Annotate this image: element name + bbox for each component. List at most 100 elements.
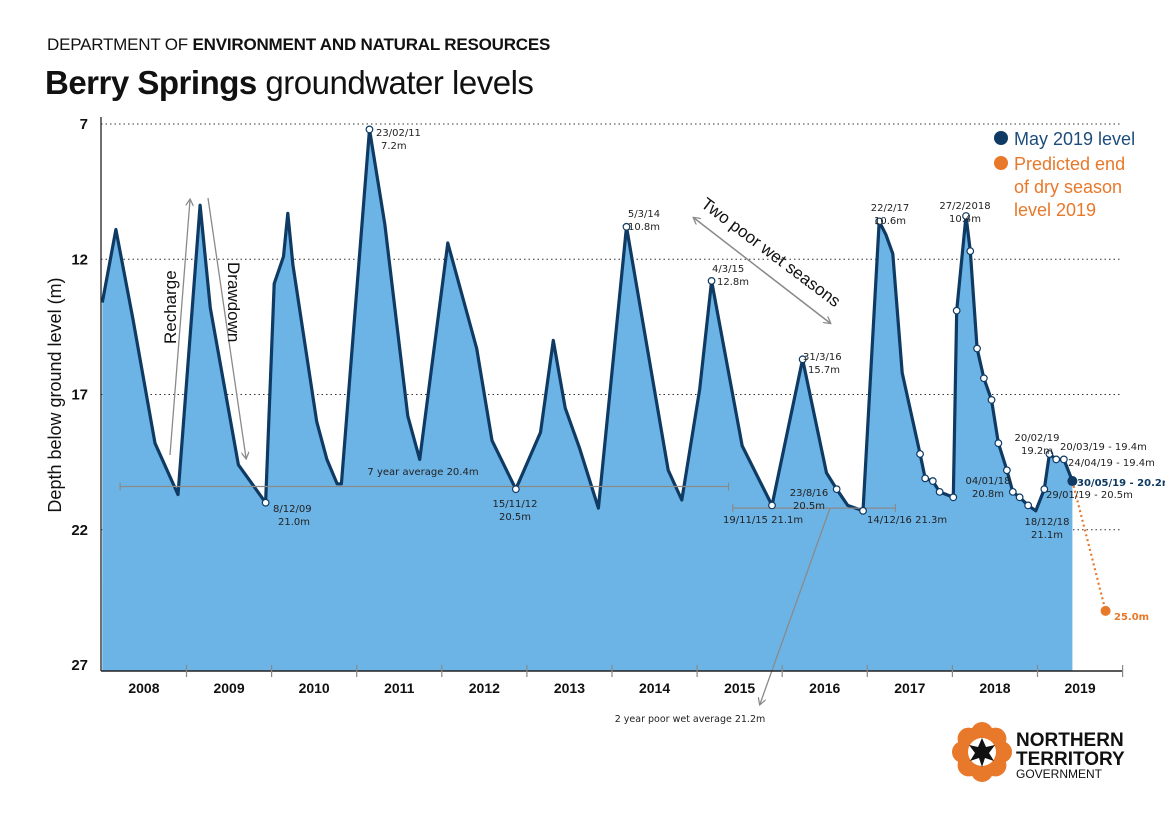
point-label: 23/02/11 [376,128,421,139]
point-label: 10.6m [874,216,906,227]
observation-point [916,450,924,458]
point-label: 29/01/19 - 20.5m [1046,490,1133,501]
two-poor-seasons-label: Two poor wet seasons [698,194,845,311]
observation-point [511,485,520,494]
point-label: 20/03/19 - 19.4m [1060,442,1147,453]
poor-wet-average-label: 2 year poor wet average 21.2m [615,714,766,725]
seven-year-average-label: 7 year average 20.4m [367,467,478,478]
point-label: 20.5m [793,501,825,512]
observation-point [994,439,1003,448]
y-tick-label: 17 [71,387,88,404]
observation-point [928,477,937,485]
point-label: 12.8m [717,277,749,288]
x-tick-label: 2010 [299,680,330,696]
point-label: 14/12/16 21.3m [867,515,947,526]
observation-point [962,212,970,220]
observation-point [966,247,975,256]
observation-point [798,355,807,364]
observation-point [622,222,631,231]
legend-predicted-line2: of dry season [1014,177,1122,197]
legend: May 2019 level Predicted end of dry seas… [994,129,1135,220]
observation-point [1059,455,1068,464]
x-tick-label: 2019 [1064,680,1095,696]
point-label: 7.2m [381,141,407,152]
observation-point [987,396,996,404]
observation-point [1008,487,1017,496]
observation-point [875,217,884,226]
x-tick-label: 2014 [639,680,670,696]
point-label: 27/2/2018 [939,201,990,212]
point-label: 8/12/09 [273,504,312,515]
legend-predicted-line1: Predicted end [1014,154,1125,174]
observation-point [1045,450,1054,458]
legend-may-dot [994,131,1008,145]
observation-point [261,498,270,507]
point-label: 24/04/19 - 19.4m [1068,458,1155,469]
x-tick-label: 2018 [979,680,1010,696]
logo-northern: NORTHERN [1016,730,1124,751]
point-label: 20.5m [499,512,531,523]
observation-point [1015,493,1024,502]
drawdown-label: Drawdown [224,262,243,342]
title-rest: groundwater levels [256,64,534,101]
department-name: DEPARTMENT OF ENVIRONMENT AND NATURAL RE… [47,35,550,55]
point-label: 20.8m [972,489,1004,500]
observation-point [935,487,944,496]
point-label: 22/2/17 [871,203,910,214]
point-label: 19.2m [1021,446,1053,457]
recharge-arrow [169,200,190,456]
point-label: 18/12/18 [1025,517,1070,528]
point-label: 30/05/19 - 20.2m [1077,478,1165,489]
point-label: 21.0m [278,517,310,528]
point-label: 25.0m [1114,612,1149,623]
observation-point [921,474,930,483]
observation-point [768,501,776,510]
dept-prefix: DEPARTMENT OF [47,35,193,54]
x-tick-label: 2015 [724,680,755,696]
prediction-point [1100,605,1111,616]
x-tick-label: 2016 [809,680,840,696]
observation-point [832,485,841,494]
nt-government-logo: NORTHERN TERRITORY GOVERNMENT [952,722,1125,782]
y-tick-label: 7 [80,116,88,133]
observation-point [707,276,716,285]
legend-predicted-dot [994,156,1008,170]
prediction-line [1071,480,1107,612]
observation-point [949,493,958,502]
y-tick-label: 27 [71,657,88,674]
observation-point [1052,455,1061,464]
logo-territory: TERRITORY [1016,749,1125,770]
observation-point [973,344,981,353]
y-tick-label: 22 [71,522,88,539]
x-tick-label: 2017 [894,680,925,696]
observation-point [1040,485,1049,494]
series-line [100,127,1074,513]
point-label: 10.8m [628,222,660,233]
point-label: 15/11/12 [493,499,538,510]
observation-point [979,374,988,383]
x-tick-label: 2013 [554,680,585,696]
x-tick-label: 2012 [469,680,500,696]
two-poor-seasons-arrow [694,218,830,323]
logo-government: GOVERNMENT [1016,767,1103,781]
point-label: 21.1m [1031,530,1063,541]
x-tick-label: 2008 [128,680,159,696]
point-label: 4/3/15 [712,264,744,275]
point-label: 5/3/14 [628,209,660,220]
star-icon [969,738,995,767]
dept-bold: ENVIRONMENT AND NATURAL RESOURCES [192,35,551,54]
point-label: 15.7m [808,365,840,376]
x-tick-label: 2011 [384,680,415,696]
observation-point [1024,501,1033,510]
drawdown-arrow [207,197,246,458]
area-fill [102,129,1073,671]
legend-may-label: May 2019 level [1014,129,1135,149]
recharge-label: Recharge [161,270,180,344]
y-tick-label: 12 [71,251,88,268]
point-label: 23/8/16 [790,488,829,499]
page-title: Berry Springs groundwater levels [45,64,534,102]
observation-point [365,125,374,134]
point-label: 20/02/19 [1015,433,1060,444]
point-label: 04/01/18 [966,476,1011,487]
